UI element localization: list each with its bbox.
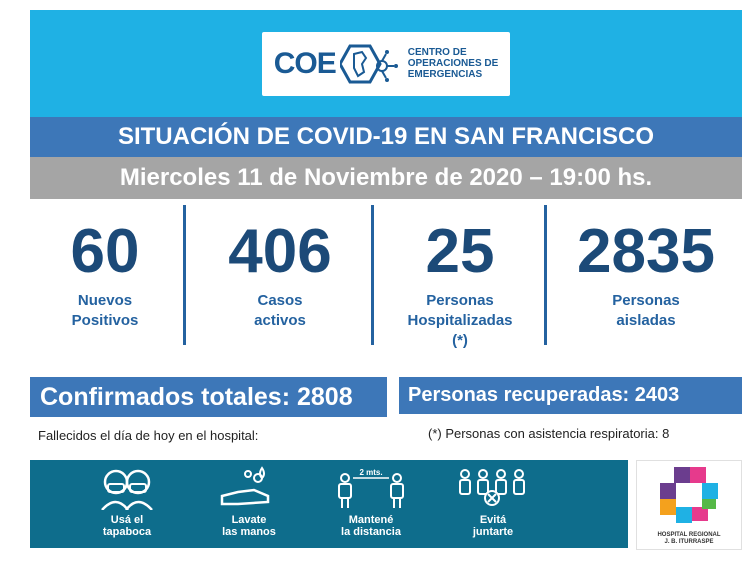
- prevention-banner: Usá el tapaboca Lavate las manos 2 mts. …: [30, 460, 628, 548]
- prevention-label: Usá el tapaboca: [102, 514, 152, 538]
- confirmed-value: 2808: [296, 383, 353, 411]
- coe-logo: COE CENTRO DE OPERACIONES DE EMERGENCIAS: [261, 31, 511, 96]
- stat-value: 2835: [577, 217, 715, 286]
- stat-label: Personas Hospitalizadas (*): [407, 292, 513, 349]
- confirmed-total-box: Confirmados totales: 2808: [30, 377, 387, 417]
- stat-new-positives: 60 Nuevos Positivos: [30, 205, 180, 365]
- no-crowd-icon: [459, 469, 525, 506]
- prevention-item-distance: 2 mts. Mantené la distancia: [316, 460, 426, 548]
- svg-text:2 mts.: 2 mts.: [359, 468, 382, 477]
- stat-label: Casos activos: [254, 292, 306, 329]
- stat-isolated: 2835 Personas aisladas: [550, 205, 742, 365]
- logo-text: COE: [273, 46, 337, 80]
- prevention-label: Lavate las manos: [222, 514, 276, 538]
- confirmed-label: Confirmados totales:: [40, 383, 297, 411]
- hospital-cross-icon: [660, 467, 718, 523]
- stat-hospitalized: 25 Personas Hospitalizadas (*): [375, 205, 545, 365]
- hospital-logo: HOSPITAL REGIONAL J. B. ITURRASPE: [636, 460, 742, 550]
- divider: [544, 205, 547, 345]
- prevention-item-mask: Usá el tapaboca: [72, 460, 182, 548]
- prevention-label: Evitá juntarte: [472, 514, 514, 538]
- prevention-item-crowd: Evitá juntarte: [438, 460, 548, 548]
- hand-wash-icon: [220, 466, 270, 506]
- recovered-label: Personas recuperadas:: [408, 384, 635, 406]
- prevention-item-wash: Lavate las manos: [194, 460, 304, 548]
- header-banner: COE CENTRO DE OPERACIONES DE EMERGENCIAS: [30, 10, 742, 117]
- divider: [371, 205, 374, 345]
- page-title: SITUACIÓN DE COVID-19 EN SAN FRANCISCO: [30, 117, 742, 157]
- respiratory-note: (*) Personas con asistencia respiratoria…: [428, 426, 670, 441]
- divider: [183, 205, 186, 345]
- report-date: Miercoles 11 de Noviembre de 2020 – 19:0…: [30, 157, 742, 199]
- stat-active-cases: 406 Casos activos: [190, 205, 370, 365]
- deaths-note: Fallecidos el día de hoy en el hospital:: [38, 428, 259, 443]
- distance-icon: 2 mts.: [338, 468, 404, 508]
- recovered-value: 2403: [634, 384, 680, 406]
- recovered-total-box: Personas recuperadas: 2403: [399, 377, 742, 414]
- stat-label: Personas aisladas: [612, 292, 680, 329]
- mask-icon: [101, 469, 153, 510]
- virus-map-icon: [339, 44, 398, 83]
- stat-label: Nuevos Positivos: [71, 292, 139, 329]
- stat-value: 406: [228, 217, 332, 286]
- stat-value: 60: [70, 217, 140, 286]
- hospital-name: HOSPITAL REGIONAL J. B. ITURRASPE: [657, 532, 721, 545]
- stats-row: 60 Nuevos Positivos 406 Casos activos 25…: [30, 205, 742, 365]
- stat-value: 25: [425, 217, 495, 286]
- logo-org-name: CENTRO DE OPERACIONES DE EMERGENCIAS: [407, 47, 499, 80]
- prevention-label: Mantené la distancia: [341, 514, 401, 538]
